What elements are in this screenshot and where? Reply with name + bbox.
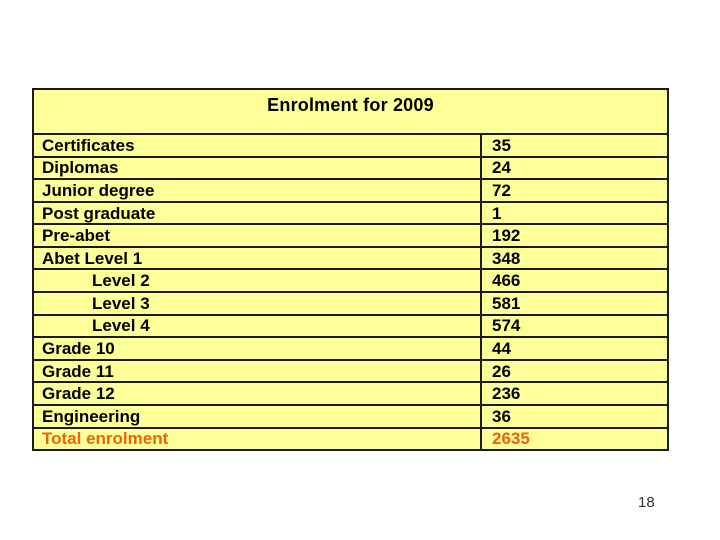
row-value: 192 xyxy=(492,226,521,246)
table-row: Level 4 574 xyxy=(34,315,667,339)
row-value: 44 xyxy=(492,338,511,358)
table-row-total: Total enrolment 2635 xyxy=(34,428,667,450)
row-value: 581 xyxy=(492,293,521,313)
row-value: 574 xyxy=(492,316,521,336)
row-label: Level 4 xyxy=(34,315,482,337)
row-value: 1 xyxy=(492,203,502,223)
row-label: Level 3 xyxy=(34,293,482,314)
row-label: Diplomas xyxy=(34,157,482,179)
row-value: 24 xyxy=(492,158,511,178)
row-value: 236 xyxy=(492,384,521,404)
row-value: 72 xyxy=(492,180,511,200)
table-row: Grade 10 44 xyxy=(34,338,667,361)
table-row: Level 2 466 xyxy=(34,270,667,294)
table-row: Abet Level 1 348 xyxy=(34,247,667,271)
row-value: 36 xyxy=(492,406,511,426)
row-label: Junior degree xyxy=(34,180,482,201)
table-row: Pre-abet 192 xyxy=(34,225,667,248)
row-value: 26 xyxy=(492,361,511,381)
row-label: Total enrolment xyxy=(34,428,482,450)
table-row: Level 3 581 xyxy=(34,293,667,316)
table-row: Engineering 36 xyxy=(34,405,667,429)
enrolment-table: Enrolment for 2009 Certificates 35 Diplo… xyxy=(32,88,669,451)
row-label: Engineering xyxy=(34,405,482,427)
row-value: 348 xyxy=(492,248,521,268)
row-label: Pre-abet xyxy=(34,225,482,246)
row-label: Post graduate xyxy=(34,202,482,224)
table-row: Diplomas 24 xyxy=(34,157,667,181)
table-row: Grade 12 236 xyxy=(34,383,667,406)
row-label: Abet Level 1 xyxy=(34,247,482,269)
table-row: Grade 11 26 xyxy=(34,360,667,384)
row-value: 466 xyxy=(492,271,521,291)
row-label: Level 2 xyxy=(34,270,482,292)
table-row: Post graduate 1 xyxy=(34,202,667,226)
row-label: Grade 12 xyxy=(34,383,482,404)
row-label: Certificates xyxy=(34,135,482,156)
row-label: Grade 11 xyxy=(34,360,482,382)
table-row: Junior degree 72 xyxy=(34,180,667,203)
page-number: 18 xyxy=(638,494,655,511)
row-label: Grade 10 xyxy=(34,338,482,359)
row-value: 2635 xyxy=(492,429,530,449)
table-row: Certificates 35 xyxy=(34,135,667,158)
row-value: 35 xyxy=(492,135,511,155)
table-title: Enrolment for 2009 xyxy=(34,90,667,135)
